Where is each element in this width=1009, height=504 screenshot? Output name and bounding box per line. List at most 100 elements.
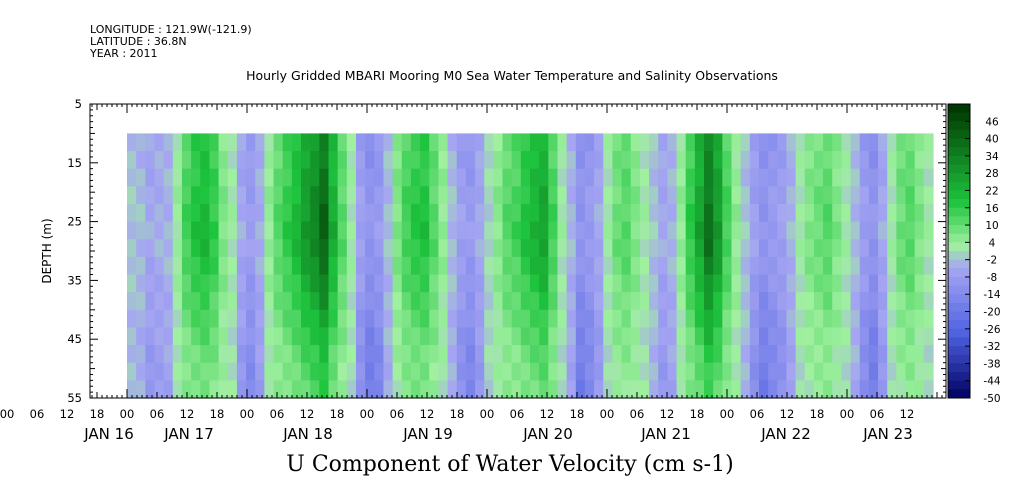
heatmap-cell: [383, 309, 394, 329]
heatmap-cell: [749, 133, 760, 152]
heatmap-cell: [465, 133, 476, 152]
heatmap-cell: [850, 362, 861, 381]
heatmap-cell: [795, 133, 806, 152]
heatmap-cell: [823, 168, 833, 187]
heatmap-cell: [429, 327, 440, 346]
heatmap-cell: [264, 274, 275, 293]
heatmap-cell: [539, 309, 549, 329]
heatmap-cell: [456, 345, 467, 364]
heatmap-cell: [392, 362, 403, 381]
heatmap-cell: [896, 274, 907, 293]
heatmap-cell: [878, 168, 888, 187]
heatmap-cell: [548, 345, 559, 364]
heatmap-cell: [639, 203, 650, 223]
heatmap-cell: [804, 239, 815, 258]
heatmap-cell: [868, 133, 879, 152]
heatmap-cell: [557, 345, 568, 364]
heatmap-cell: [639, 345, 650, 364]
heatmap-cell: [429, 274, 440, 293]
heatmap-cell: [740, 327, 751, 346]
heatmap-cell: [667, 380, 678, 399]
heatmap-cell: [447, 256, 458, 276]
heatmap-cell: [475, 309, 485, 329]
heatmap-cell: [841, 186, 852, 205]
x-hour-label: 00: [720, 407, 735, 421]
heatmap-cell: [722, 186, 733, 205]
heatmap-cell: [154, 133, 165, 152]
heatmap-cell: [291, 327, 302, 346]
heatmap-cell: [603, 239, 614, 258]
heatmap-cell: [859, 345, 870, 364]
heatmap-cell: [520, 256, 531, 276]
heatmap-cell: [758, 186, 769, 205]
heatmap-cell: [530, 186, 540, 205]
heatmap-cell: [612, 168, 623, 187]
heatmap-cell: [777, 309, 788, 329]
heatmap-cell: [465, 168, 476, 187]
x-hour-label: 00: [120, 407, 135, 421]
heatmap-cell: [429, 151, 440, 170]
heatmap-cell: [209, 256, 220, 276]
heatmap-cell: [200, 274, 211, 293]
heatmap-cell: [768, 274, 778, 293]
heatmap-cell: [154, 274, 165, 293]
heatmap-cell: [887, 221, 897, 240]
x-day-label: JAN 21: [640, 425, 691, 443]
heatmap-cell: [447, 345, 458, 364]
heatmap-cell: [264, 327, 275, 346]
heatmap-cell: [722, 133, 733, 152]
heatmap-cell: [136, 292, 146, 311]
heatmap-cell: [420, 292, 430, 311]
heatmap-cell: [740, 274, 751, 293]
heatmap-cell: [795, 292, 806, 311]
heatmap-cell: [676, 380, 687, 399]
heatmap-cell: [621, 203, 632, 223]
heatmap-cell: [511, 380, 522, 399]
heatmap-cell: [914, 380, 925, 399]
heatmap-cell: [291, 221, 302, 240]
heatmap-cell: [282, 345, 293, 364]
heatmap-cell: [465, 309, 476, 329]
heatmap-cell: [905, 168, 916, 187]
heatmap-cell: [255, 151, 265, 170]
heatmap-cell: [868, 256, 879, 276]
heatmap-cell: [823, 221, 833, 240]
heatmap-cell: [191, 256, 201, 276]
heatmap-cell: [310, 256, 320, 276]
heatmap-cell: [667, 292, 678, 311]
heatmap-cell: [850, 239, 861, 258]
heatmap-cell: [410, 380, 421, 399]
heatmap-cell: [355, 151, 366, 170]
heatmap-cell: [594, 380, 604, 399]
heatmap-cell: [786, 133, 797, 152]
heatmap-cell: [374, 380, 385, 399]
heatmap-cell: [713, 327, 723, 346]
heatmap-cell: [658, 274, 668, 293]
heatmap-cell: [557, 256, 568, 276]
heatmap-cell: [420, 221, 430, 240]
heatmap-cell: [704, 256, 714, 276]
heatmap-cell: [630, 362, 641, 381]
heatmap-cell: [319, 239, 330, 258]
heatmap-cell: [282, 256, 293, 276]
heatmap-cell: [420, 186, 430, 205]
heatmap-cell: [328, 203, 339, 223]
heatmap-cell: [374, 221, 385, 240]
heatmap-cell: [896, 380, 907, 399]
heatmap-cell: [383, 203, 394, 223]
heatmap-cell: [841, 274, 852, 293]
heatmap-cell: [887, 256, 897, 276]
heatmap-cell: [264, 203, 275, 223]
heatmap-cell: [905, 186, 916, 205]
heatmap-cell: [731, 362, 742, 381]
heatmap-cell: [218, 186, 229, 205]
heatmap-cell: [447, 362, 458, 381]
heatmap-cell: [557, 292, 568, 311]
heatmap-cell: [878, 151, 888, 170]
heatmap-cell: [200, 186, 211, 205]
heatmap-cell: [145, 203, 156, 223]
heatmap-cell: [246, 309, 256, 329]
heatmap-cell: [355, 203, 366, 223]
heatmap-cell: [236, 239, 247, 258]
heatmap-cell: [319, 203, 330, 223]
